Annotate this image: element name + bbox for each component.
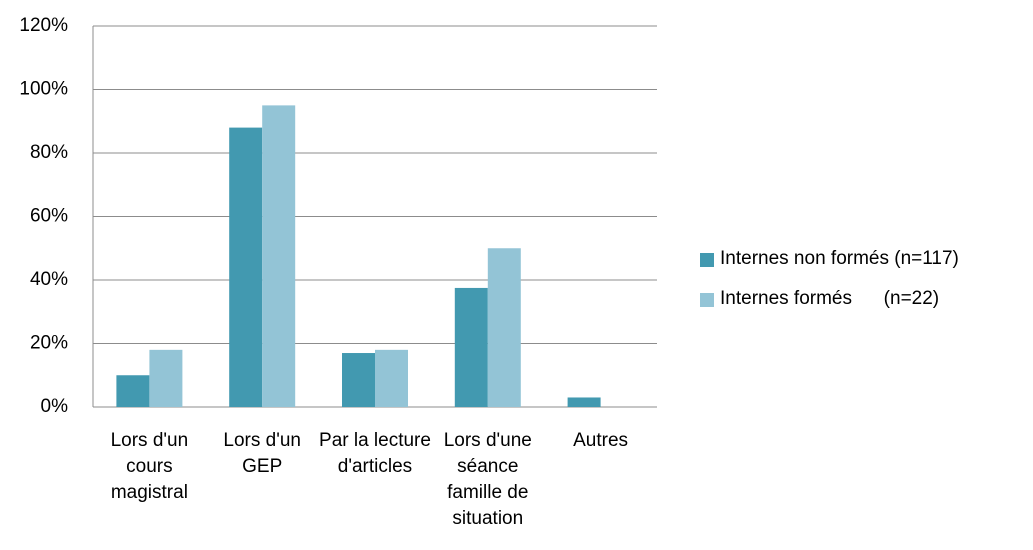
y-tick-label: 60%: [30, 206, 68, 227]
bar: [487, 248, 521, 407]
legend-label: Internes formés (n=22): [720, 288, 940, 309]
legend-swatch: [700, 253, 714, 267]
bar: [454, 287, 488, 407]
legend-swatch: [700, 293, 714, 307]
y-tick-label: 80%: [30, 142, 68, 163]
y-tick-label: 0%: [41, 396, 69, 417]
x-tick-label: Lors d'un cours magistral: [110, 430, 189, 503]
x-tick-label: Autres: [573, 430, 629, 451]
bar: [375, 349, 408, 407]
x-tick-label: Lors d'un GEP: [223, 430, 301, 477]
bar: [342, 353, 375, 407]
bar: [262, 105, 296, 407]
bar: [567, 397, 601, 407]
x-tick-label: Lors d'une séance famille de situation: [443, 430, 532, 529]
legend-label: Internes non formés (n=117): [720, 248, 959, 269]
y-tick-label: 20%: [30, 333, 68, 354]
y-tick-label: 100%: [19, 79, 68, 100]
y-tick-label: 120%: [19, 15, 68, 36]
y-tick-label: 40%: [30, 269, 68, 290]
bar: [149, 349, 183, 407]
bar: [229, 127, 263, 407]
bar: [116, 375, 150, 407]
x-tick-label: Par la lecture d'articles: [319, 430, 431, 477]
